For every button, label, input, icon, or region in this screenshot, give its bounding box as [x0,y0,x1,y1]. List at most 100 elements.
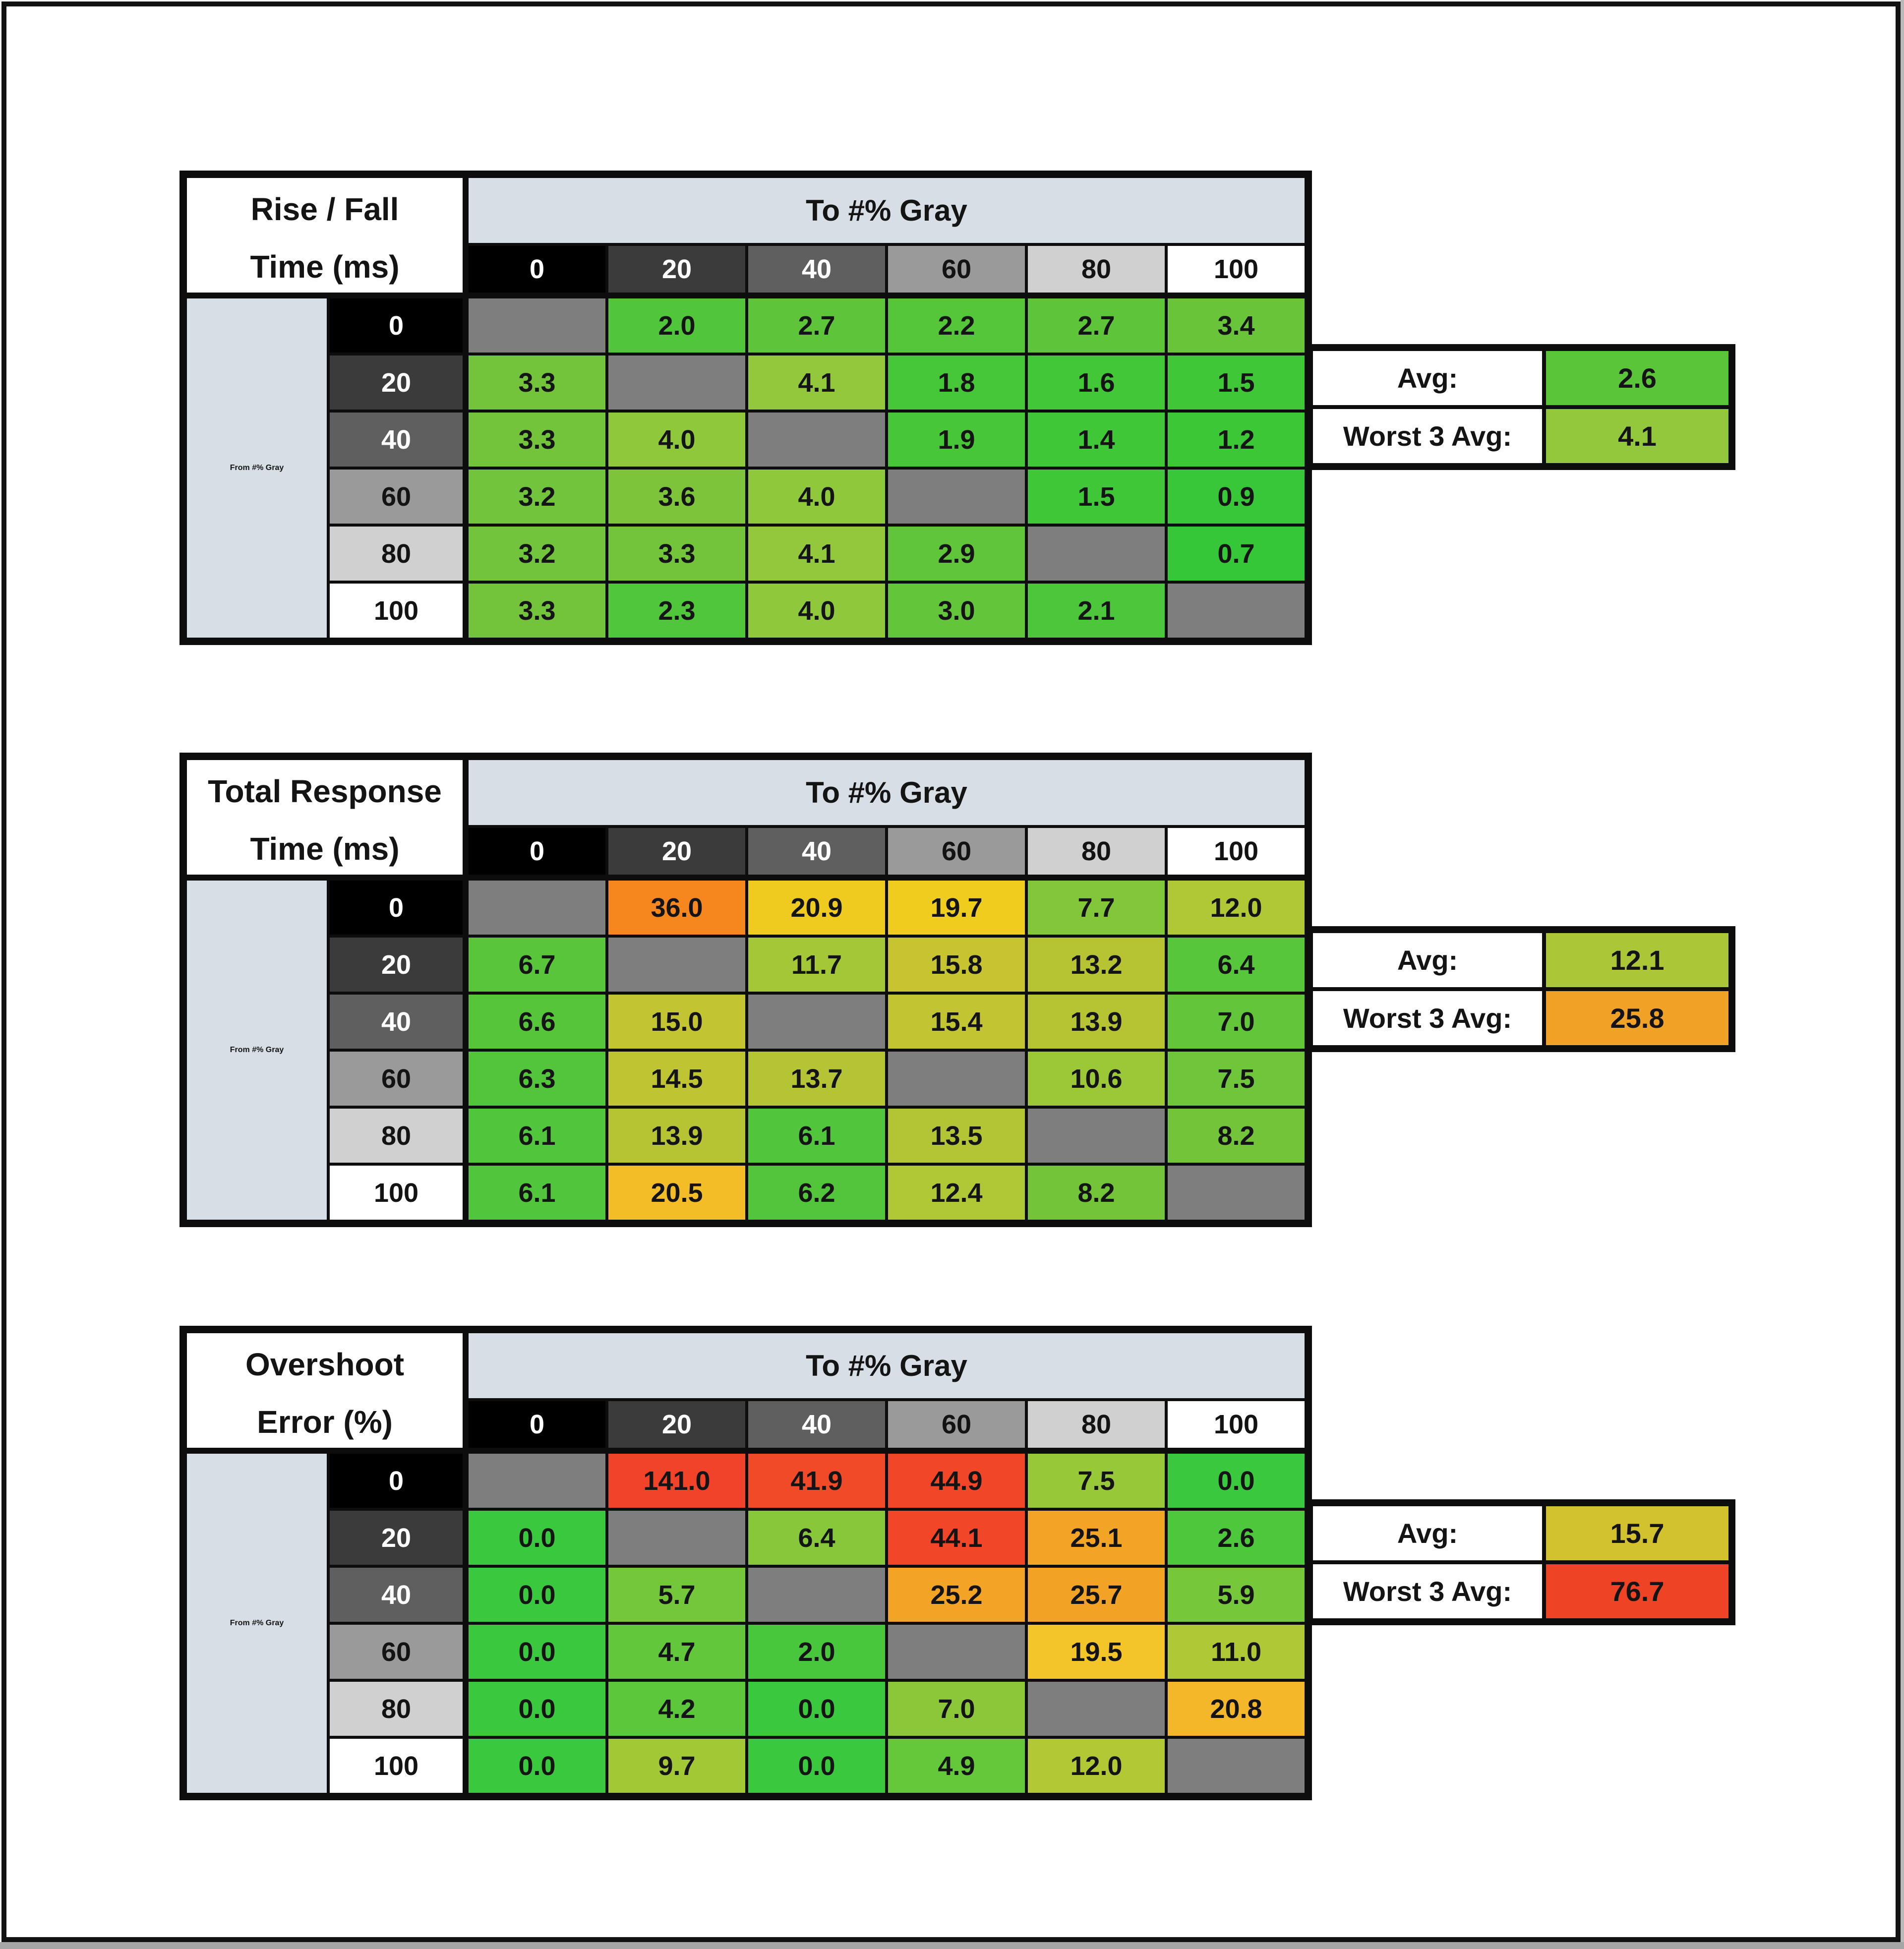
col-header-40: 40 [747,1400,887,1452]
diagonal-cell-100 [1166,582,1306,639]
cell-from20-to80: 13.2 [1026,936,1166,993]
cell-from80-to100: 0.7 [1166,525,1306,582]
cell-from0-to100: 3.4 [1166,297,1306,354]
col-header-0: 0 [467,244,607,297]
cell-from20-to100: 6.4 [1166,936,1306,993]
cell-from100-to60: 12.4 [887,1164,1026,1221]
row-header-100: 100 [328,1737,467,1794]
cell-from20-to60: 15.8 [887,936,1026,993]
from-gray-label: From #% Gray [185,297,328,639]
cell-from0-to80: 2.7 [1026,297,1166,354]
cell-from40-to100: 5.9 [1166,1566,1306,1623]
cell-from60-to40: 4.0 [747,468,887,525]
worst3avg-value: 76.7 [1544,1562,1730,1620]
worst3avg-label: Worst 3 Avg: [1311,989,1544,1047]
cell-from80-to40: 4.1 [747,525,887,582]
row-header-40: 40 [328,1566,467,1623]
cell-from80-to20: 13.9 [607,1107,747,1164]
cell-from80-to20: 4.2 [607,1680,747,1737]
cell-from40-to60: 25.2 [887,1566,1026,1623]
cell-from60-to80: 10.6 [1026,1050,1166,1107]
total-response-table: Total Response Time (ms) To #% Gray 0 20 40 60… [179,753,1312,1227]
cell-from20-to100: 1.5 [1166,354,1306,411]
cell-from60-to100: 11.0 [1166,1623,1306,1680]
cell-from20-to0: 3.3 [467,354,607,411]
diagonal-cell-0 [467,297,607,354]
cell-from80-to100: 20.8 [1166,1680,1306,1737]
cell-from0-to100: 0.0 [1166,1452,1306,1509]
overshoot-avg-block: Avg: 15.7 Worst 3 Avg: 76.7 [1306,1499,1735,1625]
table-title: Total Response Time (ms) [185,759,467,879]
table-title-line1: Total Response [208,773,442,809]
cell-from40-to0: 0.0 [467,1566,607,1623]
from-gray-label-text: From #% Gray [230,1046,284,1054]
worst3avg-label: Worst 3 Avg: [1311,407,1544,465]
cell-from0-to40: 41.9 [747,1452,887,1509]
cell-from20-to60: 44.1 [887,1509,1026,1566]
diagonal-cell-60 [887,1050,1026,1107]
cell-from100-to60: 3.0 [887,582,1026,639]
cell-from60-to40: 2.0 [747,1623,887,1680]
diagonal-cell-60 [887,1623,1026,1680]
row-header-80: 80 [328,1680,467,1737]
cell-from20-to40: 11.7 [747,936,887,993]
cell-from60-to100: 7.5 [1166,1050,1306,1107]
diagonal-cell-100 [1166,1164,1306,1221]
cell-from0-to20: 141.0 [607,1452,747,1509]
col-header-100: 100 [1166,1400,1306,1452]
cell-from20-to0: 0.0 [467,1509,607,1566]
cell-from20-to80: 25.1 [1026,1509,1166,1566]
cell-from100-to20: 20.5 [607,1164,747,1221]
cell-from0-to80: 7.5 [1026,1452,1166,1509]
row-header-0: 0 [328,1452,467,1509]
col-header-40: 40 [747,244,887,297]
cell-from40-to60: 1.9 [887,411,1026,468]
to-gray-header: To #% Gray [467,177,1306,244]
cell-from100-to60: 4.9 [887,1737,1026,1794]
col-header-0: 0 [467,827,607,879]
cell-from60-to80: 1.5 [1026,468,1166,525]
cell-from0-to80: 7.7 [1026,879,1166,936]
table-title-line2: Time (ms) [250,830,400,867]
cell-from80-to60: 2.9 [887,525,1026,582]
to-gray-header: To #% Gray [467,759,1306,827]
bottom-scrollbar-track[interactable] [0,1942,1904,1949]
col-header-20: 20 [607,827,747,879]
col-header-100: 100 [1166,827,1306,879]
overshoot-table: Overshoot Error (%) To #% Gray 0 20 40 60 80 100… [179,1326,1312,1800]
col-header-80: 80 [1026,244,1166,297]
col-header-60: 60 [887,1400,1026,1452]
col-header-60: 60 [887,244,1026,297]
diagonal-cell-20 [607,354,747,411]
cell-from0-to60: 2.2 [887,297,1026,354]
table-title: Overshoot Error (%) [185,1332,467,1452]
col-header-80: 80 [1026,1400,1166,1452]
right-scrollbar-track[interactable] [1901,0,1904,1949]
cell-from80-to60: 7.0 [887,1680,1026,1737]
cell-from40-to100: 7.0 [1166,993,1306,1050]
col-header-100: 100 [1166,244,1306,297]
row-header-60: 60 [328,468,467,525]
cell-from100-to40: 0.0 [747,1737,887,1794]
table-title-line2: Time (ms) [250,248,400,285]
diagonal-cell-20 [607,936,747,993]
cell-from40-to80: 1.4 [1026,411,1166,468]
cell-from80-to20: 3.3 [607,525,747,582]
row-header-60: 60 [328,1623,467,1680]
avg-value: 2.6 [1544,349,1730,407]
diagonal-cell-0 [467,879,607,936]
cell-from60-to20: 4.7 [607,1623,747,1680]
diagonal-cell-100 [1166,1737,1306,1794]
cell-from100-to0: 6.1 [467,1164,607,1221]
row-header-60: 60 [328,1050,467,1107]
from-gray-label-text: From #% Gray [230,464,284,472]
cell-from0-to60: 44.9 [887,1452,1026,1509]
cell-from80-to40: 6.1 [747,1107,887,1164]
cell-from20-to40: 4.1 [747,354,887,411]
cell-from80-to60: 13.5 [887,1107,1026,1164]
cell-from60-to100: 0.9 [1166,468,1306,525]
row-header-80: 80 [328,1107,467,1164]
cell-from40-to60: 15.4 [887,993,1026,1050]
cell-from40-to20: 15.0 [607,993,747,1050]
diagonal-cell-80 [1026,1107,1166,1164]
